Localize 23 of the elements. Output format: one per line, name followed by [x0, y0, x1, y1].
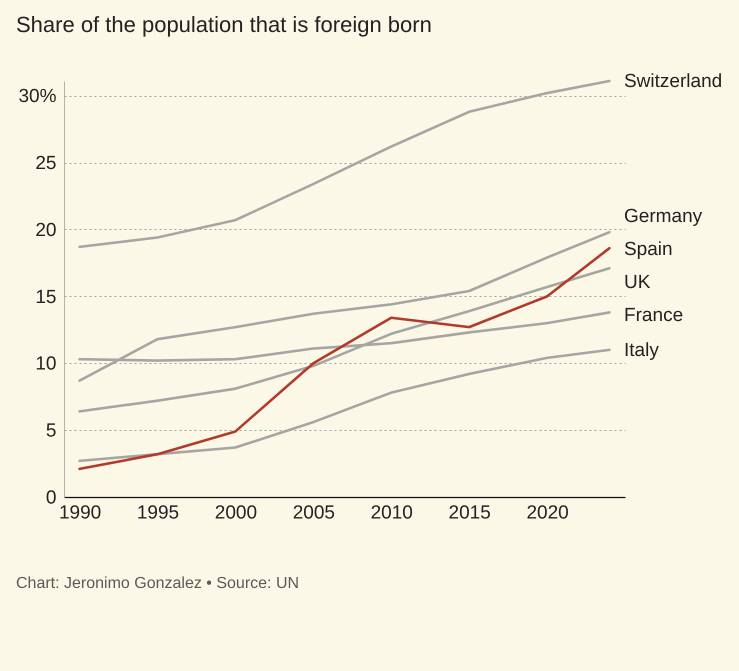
x-tick-label: 2000 [214, 502, 258, 524]
line-series [78, 246, 611, 470]
y-tick-label: 10 [35, 354, 56, 375]
y-tick-label: 15 [35, 286, 56, 308]
y-tick-label: 5 [46, 420, 56, 442]
x-tick-label: 2020 [526, 502, 569, 524]
series-label: UK [624, 272, 651, 293]
series-label: Switzerland [624, 71, 722, 92]
y-tick-label: 20 [35, 220, 56, 241]
x-tick-label: 1990 [58, 502, 102, 524]
chart-title: Share of the population that is foreign born [16, 12, 432, 37]
text: Chart: Jeronimo Gonzalez • Source: UN [16, 575, 300, 592]
x-tick-label: 2005 [292, 502, 335, 524]
x-tick-label: 2015 [448, 502, 491, 524]
series-label: Italy [624, 340, 660, 361]
y-tick-label: 0 [46, 488, 56, 508]
y-tick-label: 25 [35, 153, 56, 174]
series-label: Germany [624, 206, 703, 227]
x-tick-label: 1995 [136, 502, 180, 524]
series-label: France [624, 304, 684, 326]
series-label: Spain [624, 238, 673, 260]
x-tick-label: 2010 [370, 502, 413, 524]
y-tick-label: 30% [18, 86, 57, 108]
